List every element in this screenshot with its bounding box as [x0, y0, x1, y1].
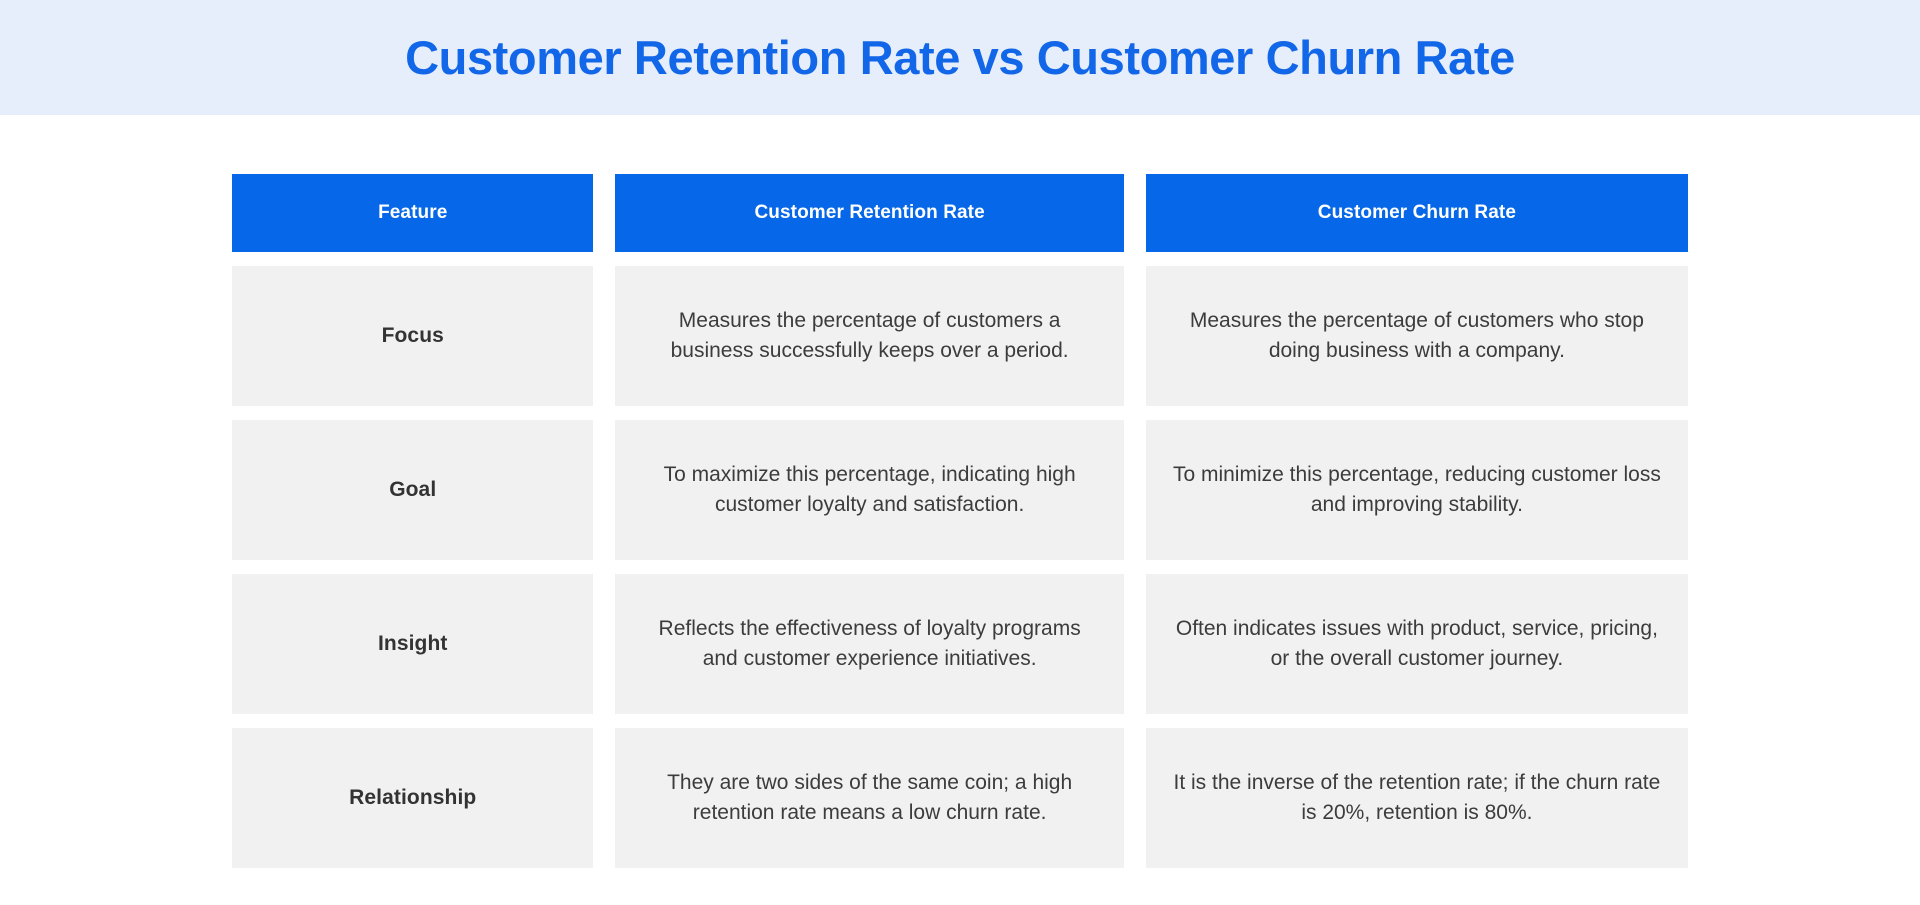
title-banner: Customer Retention Rate vs Customer Chur… [0, 0, 1920, 115]
churn-cell-focus: Measures the percentage of customers who… [1145, 266, 1688, 406]
retention-cell-goal: To maximize this percentage, indicating … [615, 420, 1124, 560]
cell-text: Relationship [349, 786, 477, 809]
feature-label-relationship: Relationship [232, 728, 594, 868]
cell-text: They are two sides of the same coin; a h… [667, 770, 1073, 824]
cell-text: To maximize this percentage, indicating … [663, 462, 1076, 516]
table-header-row: Feature Customer Retention Rate Customer… [232, 174, 1688, 252]
feature-label-focus: Focus [232, 266, 594, 406]
table-row: Insight Reflects the effectiveness of lo… [232, 574, 1688, 714]
churn-cell-goal: To minimize this percentage, reducing cu… [1145, 420, 1688, 560]
cell-text: It is the inverse of the retention rate;… [1173, 770, 1661, 824]
feature-label-insight: Insight [232, 574, 594, 714]
cell-text: Insight [377, 632, 448, 655]
retention-cell-focus: Measures the percentage of customers a b… [615, 266, 1124, 406]
cell-text: Reflects the effectiveness of loyalty pr… [658, 616, 1081, 670]
column-header-customer-retention-rate: Customer Retention Rate [615, 174, 1124, 252]
cell-text: Goal [389, 478, 437, 501]
column-header-customer-churn-rate: Customer Churn Rate [1145, 174, 1688, 252]
cell-text: To minimize this percentage, reducing cu… [1172, 462, 1661, 516]
table-row: Goal To maximize this percentage, indica… [232, 420, 1688, 560]
cell-text: Measures the percentage of customers who… [1189, 308, 1644, 362]
cell-text: Measures the percentage of customers a b… [670, 308, 1069, 362]
retention-cell-insight: Reflects the effectiveness of loyalty pr… [615, 574, 1124, 714]
table-row: Focus Measures the percentage of custome… [232, 266, 1688, 406]
feature-label-goal: Goal [232, 420, 594, 560]
column-header-feature: Feature [232, 174, 594, 252]
churn-cell-insight: Often indicates issues with product, ser… [1145, 574, 1688, 714]
page-title: Customer Retention Rate vs Customer Chur… [405, 31, 1515, 84]
cell-text: Often indicates issues with product, ser… [1175, 616, 1658, 670]
churn-cell-relationship: It is the inverse of the retention rate;… [1145, 728, 1688, 868]
comparison-table-container: Feature Customer Retention Rate Customer… [0, 115, 1920, 882]
table-header: Feature Customer Retention Rate Customer… [232, 174, 1688, 252]
table-body: Focus Measures the percentage of custome… [232, 266, 1688, 868]
cell-text: Focus [381, 324, 444, 347]
table-row: Relationship They are two sides of the s… [232, 728, 1688, 868]
retention-cell-relationship: They are two sides of the same coin; a h… [615, 728, 1124, 868]
comparison-table: Feature Customer Retention Rate Customer… [210, 160, 1710, 882]
